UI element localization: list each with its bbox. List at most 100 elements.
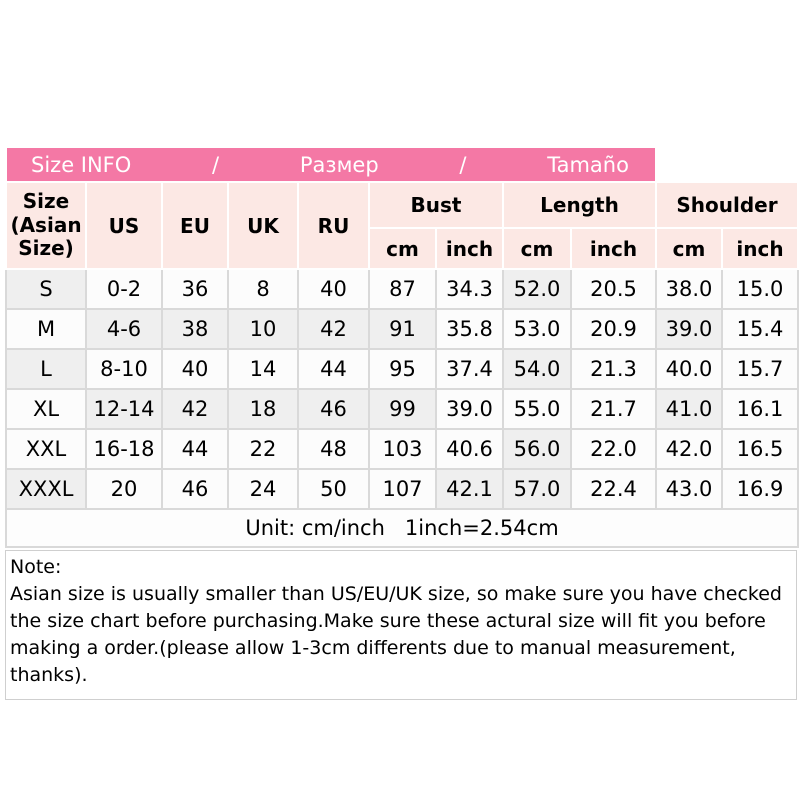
table-cell: 16-18 (85, 428, 163, 470)
size-cell: XL (5, 388, 87, 430)
eu-column-header: EU (161, 181, 229, 270)
size-column-header: Size (Asian Size) (5, 181, 87, 270)
table-cell: 53.0 (502, 308, 572, 350)
table-cell: 57.0 (502, 468, 572, 510)
shoulder-group-header: Shoulder (655, 181, 799, 229)
table-cell: 91 (368, 308, 437, 350)
table-cell: 40.6 (435, 428, 504, 470)
table-cell: 16.5 (721, 428, 799, 470)
table-cell: 12-14 (85, 388, 163, 430)
table-cell: 38 (161, 308, 229, 350)
table-cell: 99 (368, 388, 437, 430)
size-cell: L (5, 348, 87, 390)
table-cell: 34.3 (435, 268, 504, 310)
length-cm-header: cm (502, 227, 572, 270)
table-cell: 44 (297, 348, 370, 390)
table-cell: 48 (297, 428, 370, 470)
uk-column-header: UK (227, 181, 299, 270)
banner-row: Size INFO / Размер / Tamaño (5, 146, 798, 183)
table-cell: 20.5 (570, 268, 657, 310)
table-cell: 40 (297, 268, 370, 310)
table-cell: 42 (297, 308, 370, 350)
size-cell: XXL (5, 428, 87, 470)
shoulder-cm-header: cm (655, 227, 723, 270)
table-cell: 46 (297, 388, 370, 430)
table-cell: 39.0 (655, 308, 723, 350)
table-cell: 21.3 (570, 348, 657, 390)
table-cell: 18 (227, 388, 299, 430)
banner-titles: Size INFO / Размер / Tamaño (7, 153, 655, 177)
ru-column-header: RU (297, 181, 370, 270)
table-row: S 0-2 36 8 40 87 34.3 52.0 20.5 38.0 15.0 (5, 268, 799, 310)
header-row-groups: Size (Asian Size) US EU UK RU Bust Lengt… (5, 181, 799, 270)
table-cell: 40 (161, 348, 229, 390)
table-cell: 24 (227, 468, 299, 510)
table-cell: 38.0 (655, 268, 723, 310)
table-cell: 103 (368, 428, 437, 470)
table-cell: 15.7 (721, 348, 799, 390)
table-header: Size INFO / Размер / Tamaño Size (Asian … (5, 146, 799, 270)
table-cell: 107 (368, 468, 437, 510)
banner-title-es: Tamaño (547, 152, 629, 177)
table-cell: 46 (161, 468, 229, 510)
table-cell: 95 (368, 348, 437, 390)
table-cell: 35.8 (435, 308, 504, 350)
table-cell: 56.0 (502, 428, 572, 470)
size-table: Size INFO / Размер / Tamaño Size (Asian … (5, 146, 799, 548)
table-cell: 22 (227, 428, 299, 470)
table-cell: 22.0 (570, 428, 657, 470)
table-footer: Unit: cm/inch 1inch=2.54cm (5, 508, 799, 548)
table-cell: 16.1 (721, 388, 799, 430)
table-row: M 4-6 38 10 42 91 35.8 53.0 20.9 39.0 15.4 (5, 308, 799, 350)
table-cell: 10 (227, 308, 299, 350)
length-group-header: Length (502, 181, 657, 229)
shoulder-inch-header: inch (721, 227, 799, 270)
table-row: L 8-10 40 14 44 95 37.4 54.0 21.3 40.0 15.7 (5, 348, 799, 390)
table-cell: 37.4 (435, 348, 504, 390)
table-cell: 0-2 (85, 268, 163, 310)
table-cell: 44 (161, 428, 229, 470)
table-cell: 42 (161, 388, 229, 430)
table-cell: 55.0 (502, 388, 572, 430)
size-cell: S (5, 268, 87, 310)
table-cell: 41.0 (655, 388, 723, 430)
table-cell: 21.7 (570, 388, 657, 430)
table-cell: 8 (227, 268, 299, 310)
size-cell: XXXL (5, 468, 87, 510)
length-inch-header: inch (570, 227, 657, 270)
table-cell: 39.0 (435, 388, 504, 430)
banner-title-en: Size INFO (31, 152, 132, 177)
table-cell: 4-6 (85, 308, 163, 350)
table-cell: 42.1 (435, 468, 504, 510)
table-cell: 15.0 (721, 268, 799, 310)
unit-note-row: Unit: cm/inch 1inch=2.54cm (5, 508, 799, 548)
table-cell: 15.4 (721, 308, 799, 350)
table-cell: 20 (85, 468, 163, 510)
table-cell: 42.0 (655, 428, 723, 470)
banner-separator: / (212, 152, 220, 177)
banner-separator: / (459, 152, 467, 177)
table-cell: 36 (161, 268, 229, 310)
table-cell: 16.9 (721, 468, 799, 510)
table-row: XXXL 20 46 24 50 107 42.1 57.0 22.4 43.0 16.9 (5, 468, 799, 510)
size-chart: Size INFO / Размер / Tamaño Size (Asian … (5, 146, 799, 700)
table-cell: 43.0 (655, 468, 723, 510)
banner-empty-space (656, 147, 798, 182)
table-cell: 40.0 (655, 348, 723, 390)
note-body: Asian size is usually smaller than US/EU… (10, 582, 782, 686)
size-cell: M (5, 308, 87, 350)
note-box: Note: Asian size is usually smaller than… (5, 550, 797, 700)
table-body: S 0-2 36 8 40 87 34.3 52.0 20.5 38.0 15.0 M 4-6 38 10 4… (5, 268, 799, 510)
bust-inch-header: inch (435, 227, 504, 270)
table-cell: 50 (297, 468, 370, 510)
table-cell: 20.9 (570, 308, 657, 350)
banner: Size INFO / Размер / Tamaño (5, 146, 657, 183)
table-row: XL 12-14 42 18 46 99 39.0 55.0 21.7 41.0 16.1 (5, 388, 799, 430)
table-cell: 22.4 (570, 468, 657, 510)
bust-group-header: Bust (368, 181, 504, 229)
bust-cm-header: cm (368, 227, 437, 270)
banner-title-ru: Размер (299, 152, 379, 177)
note-title: Note: (10, 556, 62, 578)
table-row: XXL 16-18 44 22 48 103 40.6 56.0 22.0 42.0 16.5 (5, 428, 799, 470)
table-cell: 87 (368, 268, 437, 310)
